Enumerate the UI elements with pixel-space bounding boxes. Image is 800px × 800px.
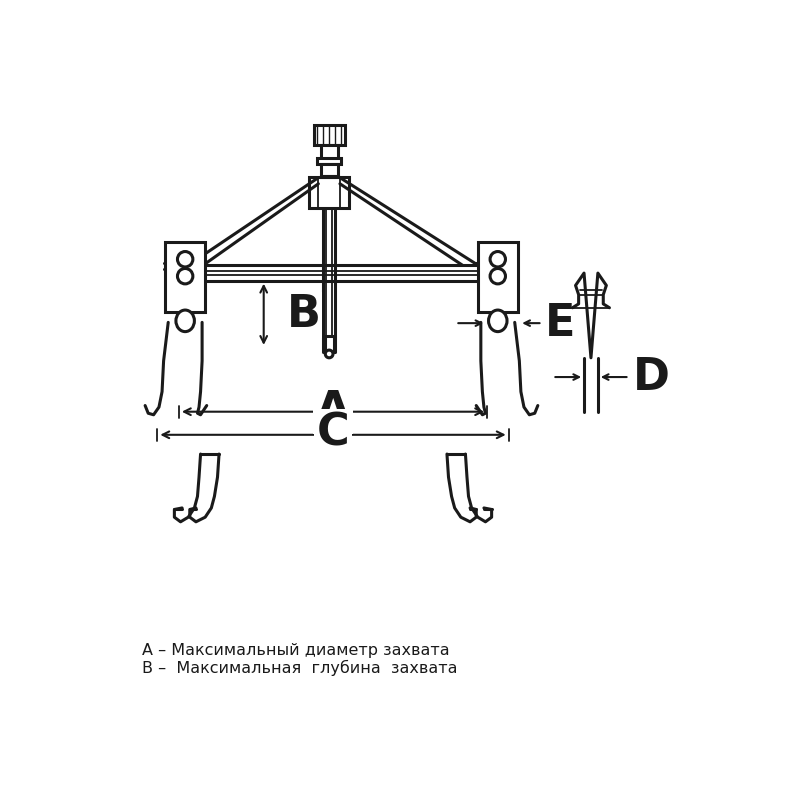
Bar bbox=[309, 177, 349, 208]
Bar bbox=[179, 266, 487, 281]
Text: C: C bbox=[317, 412, 350, 454]
Text: E: E bbox=[545, 302, 575, 345]
Bar bbox=[321, 145, 338, 159]
Bar bbox=[314, 126, 345, 145]
Circle shape bbox=[326, 350, 333, 358]
Text: A – Максимальный диаметр захвата: A – Максимальный диаметр захвата bbox=[142, 642, 450, 658]
Text: B: B bbox=[287, 293, 321, 336]
Bar bbox=[478, 242, 518, 311]
Text: B –  Максимальная  глубина  захвата: B – Максимальная глубина захвата bbox=[142, 660, 458, 676]
Bar bbox=[321, 164, 338, 176]
Bar bbox=[317, 158, 342, 164]
Ellipse shape bbox=[489, 310, 507, 332]
Ellipse shape bbox=[176, 310, 194, 332]
Text: A: A bbox=[316, 389, 350, 432]
Bar bbox=[165, 242, 205, 311]
Bar bbox=[325, 336, 334, 352]
Text: D: D bbox=[634, 355, 670, 398]
